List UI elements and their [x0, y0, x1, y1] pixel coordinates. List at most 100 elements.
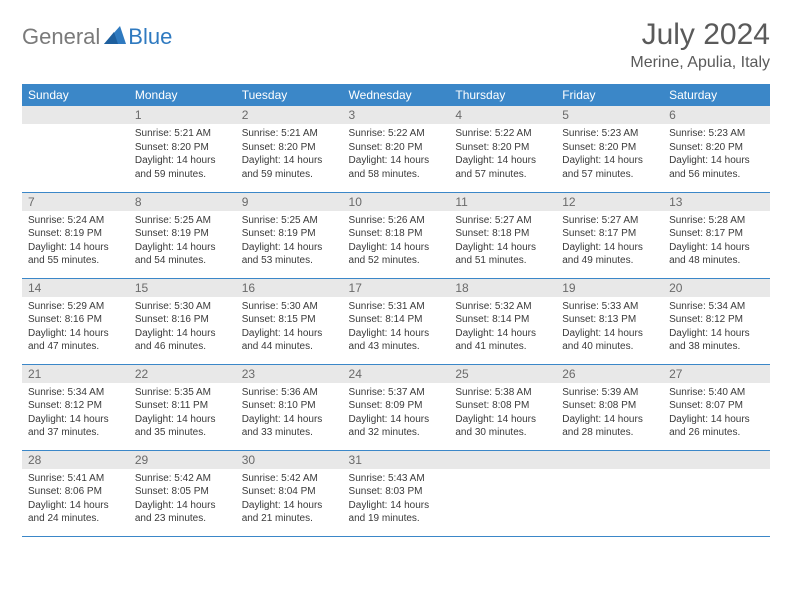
sunset-text: Sunset: 8:08 PM: [455, 399, 550, 413]
sunset-text: Sunset: 8:20 PM: [135, 141, 230, 155]
day-body: Sunrise: 5:25 AMSunset: 8:19 PMDaylight:…: [236, 211, 343, 274]
day-body: Sunrise: 5:21 AMSunset: 8:20 PMDaylight:…: [129, 124, 236, 187]
day-number-empty: [22, 106, 129, 124]
day-body: Sunrise: 5:33 AMSunset: 8:13 PMDaylight:…: [556, 297, 663, 360]
calendar-week-row: 7Sunrise: 5:24 AMSunset: 8:19 PMDaylight…: [22, 192, 770, 278]
day-body: Sunrise: 5:21 AMSunset: 8:20 PMDaylight:…: [236, 124, 343, 187]
sunrise-text: Sunrise: 5:25 AM: [242, 214, 337, 228]
day-body: Sunrise: 5:43 AMSunset: 8:03 PMDaylight:…: [343, 469, 450, 532]
day-body: Sunrise: 5:31 AMSunset: 8:14 PMDaylight:…: [343, 297, 450, 360]
calendar-day-cell: 28Sunrise: 5:41 AMSunset: 8:06 PMDayligh…: [22, 450, 129, 536]
day-number: 31: [343, 451, 450, 469]
day-number: 19: [556, 279, 663, 297]
calendar-day-cell: 24Sunrise: 5:37 AMSunset: 8:09 PMDayligh…: [343, 364, 450, 450]
calendar-day-cell: 10Sunrise: 5:26 AMSunset: 8:18 PMDayligh…: [343, 192, 450, 278]
calendar-day-cell: 21Sunrise: 5:34 AMSunset: 8:12 PMDayligh…: [22, 364, 129, 450]
location-text: Merine, Apulia, Italy: [630, 54, 770, 72]
sunset-text: Sunset: 8:14 PM: [349, 313, 444, 327]
sunset-text: Sunset: 8:07 PM: [669, 399, 764, 413]
daylight-text: Daylight: 14 hours and 53 minutes.: [242, 241, 337, 268]
calendar-week-row: 14Sunrise: 5:29 AMSunset: 8:16 PMDayligh…: [22, 278, 770, 364]
daylight-text: Daylight: 14 hours and 19 minutes.: [349, 499, 444, 526]
page-header: General Blue July 2024 Merine, Apulia, I…: [22, 18, 770, 72]
day-number: 14: [22, 279, 129, 297]
day-number: 18: [449, 279, 556, 297]
calendar-week-row: 1Sunrise: 5:21 AMSunset: 8:20 PMDaylight…: [22, 106, 770, 192]
calendar-day-cell: 11Sunrise: 5:27 AMSunset: 8:18 PMDayligh…: [449, 192, 556, 278]
daylight-text: Daylight: 14 hours and 59 minutes.: [135, 154, 230, 181]
daylight-text: Daylight: 14 hours and 57 minutes.: [455, 154, 550, 181]
sunset-text: Sunset: 8:20 PM: [669, 141, 764, 155]
day-number: 30: [236, 451, 343, 469]
day-number: 13: [663, 193, 770, 211]
day-body: Sunrise: 5:24 AMSunset: 8:19 PMDaylight:…: [22, 211, 129, 274]
calendar-day-cell: 5Sunrise: 5:23 AMSunset: 8:20 PMDaylight…: [556, 106, 663, 192]
daylight-text: Daylight: 14 hours and 43 minutes.: [349, 327, 444, 354]
calendar-day-cell: 3Sunrise: 5:22 AMSunset: 8:20 PMDaylight…: [343, 106, 450, 192]
sunrise-text: Sunrise: 5:30 AM: [135, 300, 230, 314]
daylight-text: Daylight: 14 hours and 49 minutes.: [562, 241, 657, 268]
weekday-header: Sunday: [22, 84, 129, 106]
daylight-text: Daylight: 14 hours and 44 minutes.: [242, 327, 337, 354]
calendar-day-cell: 13Sunrise: 5:28 AMSunset: 8:17 PMDayligh…: [663, 192, 770, 278]
sunrise-text: Sunrise: 5:28 AM: [669, 214, 764, 228]
sunrise-text: Sunrise: 5:31 AM: [349, 300, 444, 314]
day-number: 15: [129, 279, 236, 297]
daylight-text: Daylight: 14 hours and 28 minutes.: [562, 413, 657, 440]
month-title: July 2024: [630, 18, 770, 52]
day-number: 4: [449, 106, 556, 124]
day-number-empty: [556, 451, 663, 469]
sunrise-text: Sunrise: 5:33 AM: [562, 300, 657, 314]
day-body: Sunrise: 5:30 AMSunset: 8:16 PMDaylight:…: [129, 297, 236, 360]
day-body: Sunrise: 5:22 AMSunset: 8:20 PMDaylight:…: [343, 124, 450, 187]
sunrise-text: Sunrise: 5:22 AM: [455, 127, 550, 141]
day-number: 10: [343, 193, 450, 211]
sunrise-text: Sunrise: 5:35 AM: [135, 386, 230, 400]
day-number: 24: [343, 365, 450, 383]
sunrise-text: Sunrise: 5:21 AM: [242, 127, 337, 141]
calendar-day-cell: 26Sunrise: 5:39 AMSunset: 8:08 PMDayligh…: [556, 364, 663, 450]
day-body: Sunrise: 5:34 AMSunset: 8:12 PMDaylight:…: [663, 297, 770, 360]
calendar-day-cell: 31Sunrise: 5:43 AMSunset: 8:03 PMDayligh…: [343, 450, 450, 536]
calendar-day-cell: 2Sunrise: 5:21 AMSunset: 8:20 PMDaylight…: [236, 106, 343, 192]
day-number: 3: [343, 106, 450, 124]
sunrise-text: Sunrise: 5:34 AM: [669, 300, 764, 314]
day-body: Sunrise: 5:38 AMSunset: 8:08 PMDaylight:…: [449, 383, 556, 446]
day-number: 27: [663, 365, 770, 383]
daylight-text: Daylight: 14 hours and 47 minutes.: [28, 327, 123, 354]
day-body: Sunrise: 5:27 AMSunset: 8:17 PMDaylight:…: [556, 211, 663, 274]
day-number: 23: [236, 365, 343, 383]
calendar-day-cell: 19Sunrise: 5:33 AMSunset: 8:13 PMDayligh…: [556, 278, 663, 364]
sunrise-text: Sunrise: 5:36 AM: [242, 386, 337, 400]
weekday-header: Tuesday: [236, 84, 343, 106]
daylight-text: Daylight: 14 hours and 33 minutes.: [242, 413, 337, 440]
sunrise-text: Sunrise: 5:27 AM: [455, 214, 550, 228]
day-body: Sunrise: 5:39 AMSunset: 8:08 PMDaylight:…: [556, 383, 663, 446]
weekday-header: Monday: [129, 84, 236, 106]
daylight-text: Daylight: 14 hours and 55 minutes.: [28, 241, 123, 268]
daylight-text: Daylight: 14 hours and 41 minutes.: [455, 327, 550, 354]
day-number: 7: [22, 193, 129, 211]
day-number: 28: [22, 451, 129, 469]
day-number: 26: [556, 365, 663, 383]
daylight-text: Daylight: 14 hours and 54 minutes.: [135, 241, 230, 268]
daylight-text: Daylight: 14 hours and 40 minutes.: [562, 327, 657, 354]
daylight-text: Daylight: 14 hours and 24 minutes.: [28, 499, 123, 526]
calendar-day-cell: 23Sunrise: 5:36 AMSunset: 8:10 PMDayligh…: [236, 364, 343, 450]
day-body: Sunrise: 5:37 AMSunset: 8:09 PMDaylight:…: [343, 383, 450, 446]
sunrise-text: Sunrise: 5:38 AM: [455, 386, 550, 400]
sunset-text: Sunset: 8:20 PM: [562, 141, 657, 155]
sunrise-text: Sunrise: 5:43 AM: [349, 472, 444, 486]
calendar-day-cell: 25Sunrise: 5:38 AMSunset: 8:08 PMDayligh…: [449, 364, 556, 450]
sunset-text: Sunset: 8:20 PM: [349, 141, 444, 155]
day-body: Sunrise: 5:32 AMSunset: 8:14 PMDaylight:…: [449, 297, 556, 360]
sunrise-text: Sunrise: 5:34 AM: [28, 386, 123, 400]
sunset-text: Sunset: 8:17 PM: [562, 227, 657, 241]
sunrise-text: Sunrise: 5:22 AM: [349, 127, 444, 141]
calendar-day-cell: 15Sunrise: 5:30 AMSunset: 8:16 PMDayligh…: [129, 278, 236, 364]
daylight-text: Daylight: 14 hours and 21 minutes.: [242, 499, 337, 526]
day-body: Sunrise: 5:23 AMSunset: 8:20 PMDaylight:…: [556, 124, 663, 187]
sunset-text: Sunset: 8:18 PM: [349, 227, 444, 241]
sunset-text: Sunset: 8:11 PM: [135, 399, 230, 413]
day-body: Sunrise: 5:26 AMSunset: 8:18 PMDaylight:…: [343, 211, 450, 274]
